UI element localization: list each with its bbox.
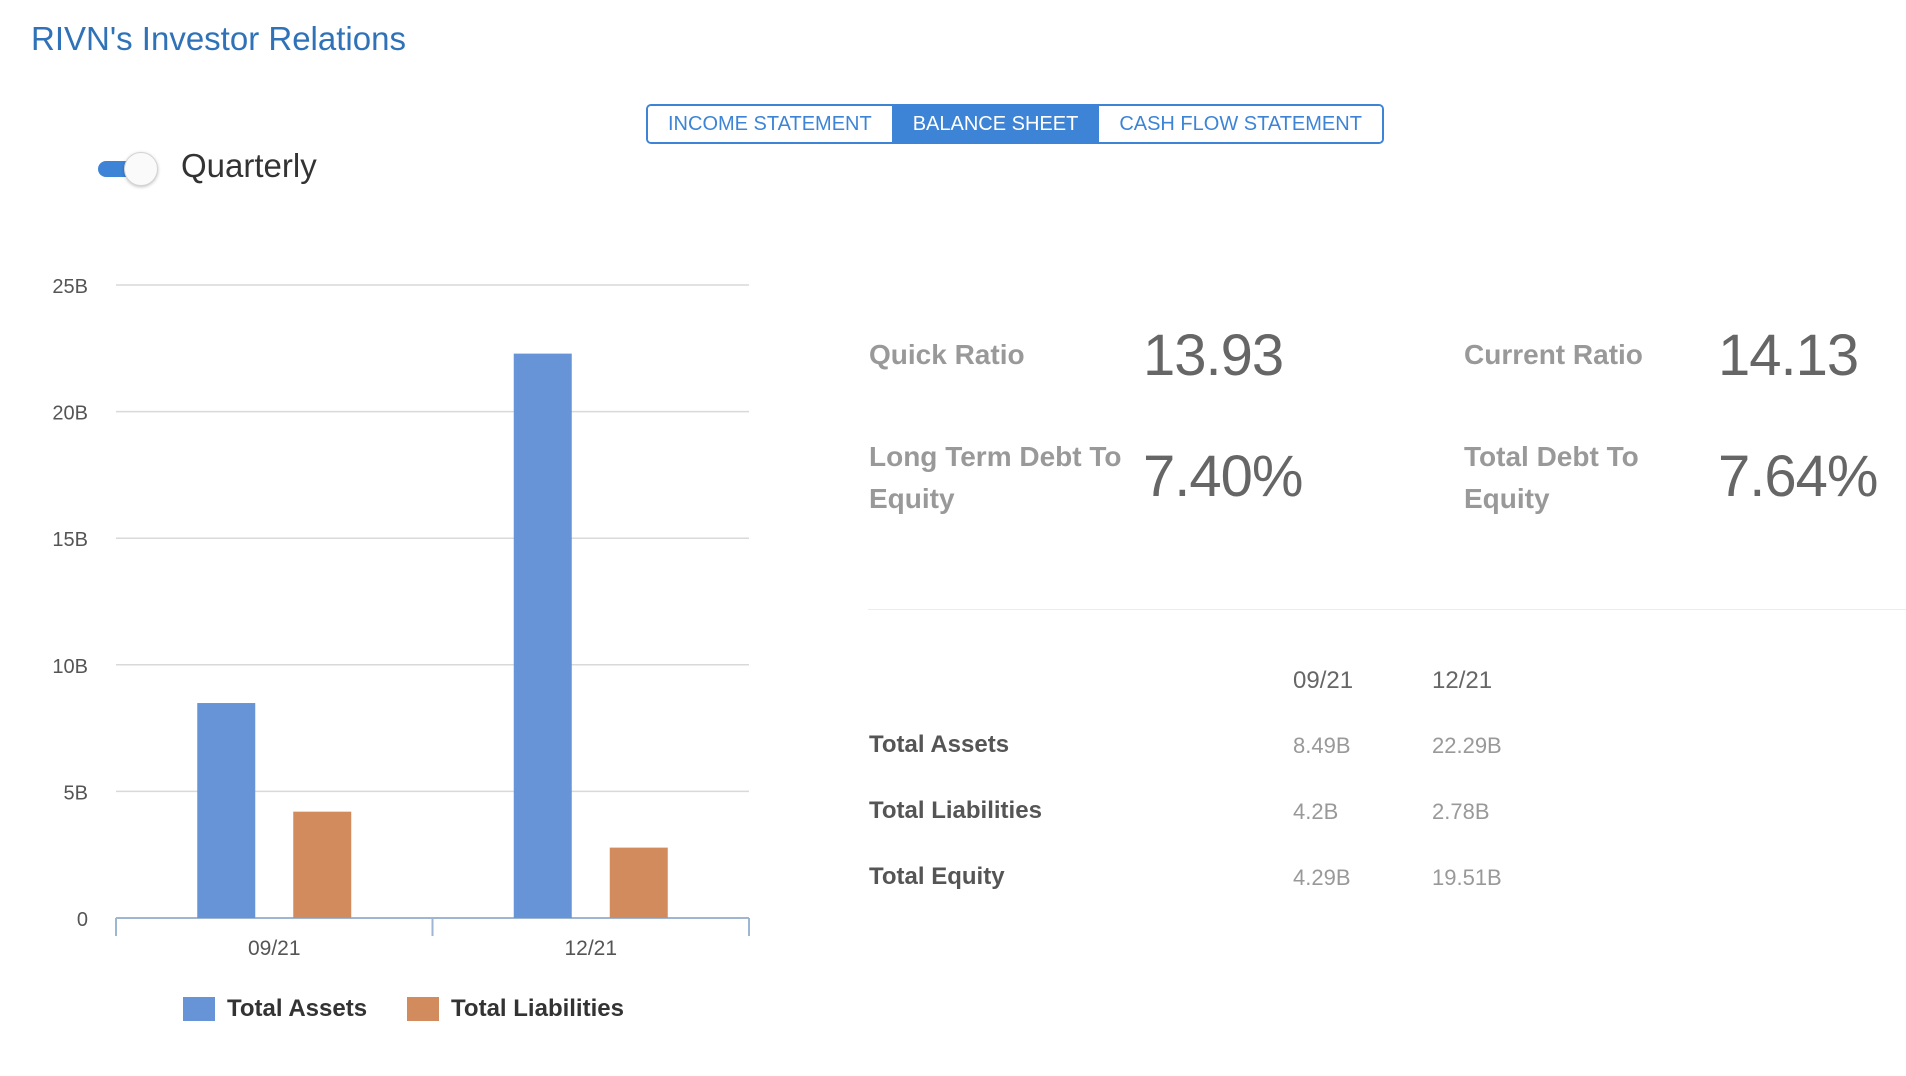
tab-cash-flow-statement[interactable]: CASH FLOW STATEMENT	[1099, 106, 1382, 142]
table-row-label-total-liabilities: Total Liabilities	[869, 797, 1042, 824]
current-ratio-label: Current Ratio	[1464, 339, 1643, 370]
total-debt-to-equity-value: 7.64%	[1718, 444, 1878, 509]
lt-debt-to-equity-label-line1: Long Term Debt To	[869, 441, 1122, 472]
period-toggle-label: Quarterly	[181, 147, 317, 184]
quick-ratio-label: Quick Ratio	[869, 339, 1025, 370]
chart-legend: Total Assets Total Liabilities	[183, 995, 664, 1023]
legend-swatch-liabilities	[407, 997, 440, 1021]
y-tick-label: 0	[77, 909, 88, 931]
legend-label-total-assets: Total Assets	[227, 995, 368, 1022]
quick-ratio-value: 13.93	[1143, 323, 1284, 388]
table-header-col-1: 09/21	[1293, 667, 1354, 694]
tab-income-statement[interactable]: INCOME STATEMENT	[648, 106, 893, 142]
bar-total-assets	[197, 703, 256, 918]
table-header-col-2: 12/21	[1432, 667, 1493, 694]
current-ratio-value: 14.13	[1718, 323, 1859, 388]
bar-total-assets	[513, 353, 572, 918]
table-cell: 4.29B	[1293, 865, 1351, 890]
y-tick-label: 5B	[64, 782, 88, 804]
y-tick-label: 15B	[52, 529, 88, 551]
legend-item-total-assets[interactable]: Total Assets	[183, 995, 367, 1023]
bar-total-liabilities	[293, 811, 352, 918]
lt-debt-to-equity-label-line2: Equity	[869, 483, 955, 514]
tab-balance-sheet[interactable]: BALANCE SHEET	[892, 106, 1100, 142]
table-cell: 2.78B	[1432, 799, 1490, 824]
table-row-label-total-assets: Total Assets	[869, 731, 1010, 758]
lt-debt-to-equity-label: Long Term Debt To Equity	[869, 436, 1122, 520]
table-row-label-total-equity: Total Equity	[869, 863, 1005, 890]
bar-total-liabilities	[609, 847, 668, 918]
y-tick-label: 20B	[52, 403, 88, 425]
legend-label-total-liabilities: Total Liabilities	[451, 995, 624, 1022]
total-debt-to-equity-label-line1: Total Debt To	[1464, 441, 1639, 472]
period-toggle[interactable]	[98, 152, 160, 186]
toggle-knob[interactable]	[124, 152, 158, 186]
y-tick-label: 10B	[52, 656, 88, 678]
x-tick-label: 09/21	[248, 937, 301, 960]
table-cell: 4.2B	[1293, 799, 1339, 824]
page-title: RIVN's Investor Relations	[31, 20, 406, 57]
lt-debt-to-equity-value: 7.40%	[1143, 444, 1303, 509]
total-debt-to-equity-label: Total Debt To Equity	[1464, 436, 1639, 520]
total-debt-to-equity-label-line2: Equity	[1464, 483, 1550, 514]
section-divider	[868, 609, 1906, 610]
legend-item-total-liabilities[interactable]: Total Liabilities	[407, 995, 624, 1023]
table-cell: 22.29B	[1432, 733, 1502, 758]
y-tick-label: 25B	[52, 276, 88, 298]
table-cell: 8.49B	[1293, 733, 1351, 758]
x-tick-label: 12/21	[564, 937, 617, 960]
statement-tabs: INCOME STATEMENT BALANCE SHEET CASH FLOW…	[646, 104, 1384, 144]
legend-swatch-assets	[183, 997, 215, 1021]
balance-sheet-chart: 0 5B 10B 15B 20B 25B 09/21 12/21	[52, 276, 750, 960]
table-cell: 19.51B	[1432, 865, 1502, 890]
